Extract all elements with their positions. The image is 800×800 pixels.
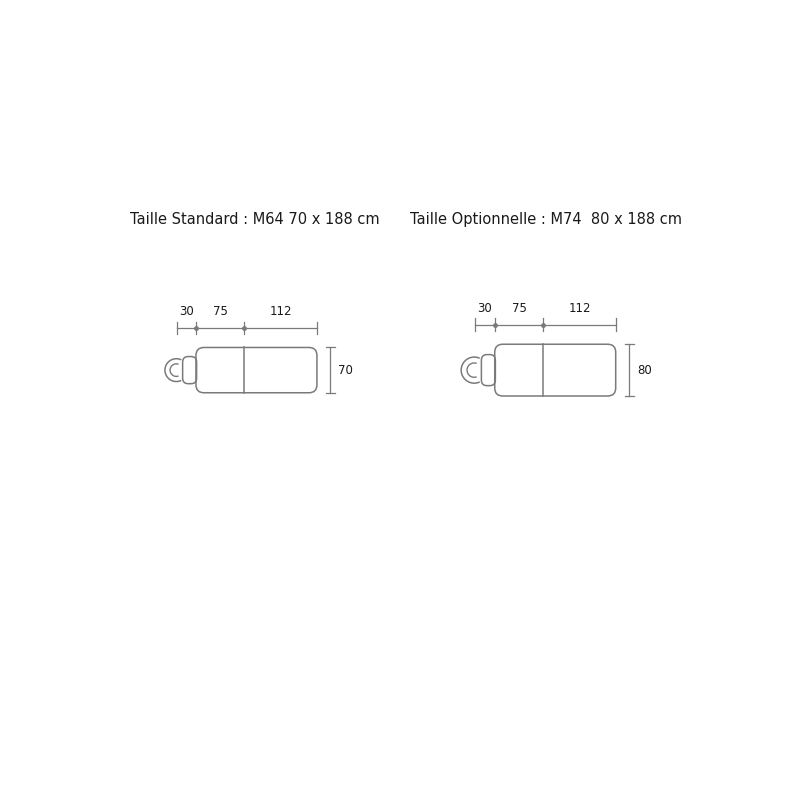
Text: 112: 112 <box>270 305 292 318</box>
Text: 75: 75 <box>511 302 526 314</box>
Text: 30: 30 <box>478 302 493 314</box>
Text: 70: 70 <box>338 364 354 377</box>
Text: 75: 75 <box>213 305 228 318</box>
Text: 30: 30 <box>179 305 194 318</box>
Text: 112: 112 <box>568 302 590 314</box>
Text: Taille Standard : M64 70 x 188 cm: Taille Standard : M64 70 x 188 cm <box>130 212 379 226</box>
Text: 80: 80 <box>638 364 652 377</box>
Text: Taille Optionnelle : M74  80 x 188 cm: Taille Optionnelle : M74 80 x 188 cm <box>410 212 682 226</box>
